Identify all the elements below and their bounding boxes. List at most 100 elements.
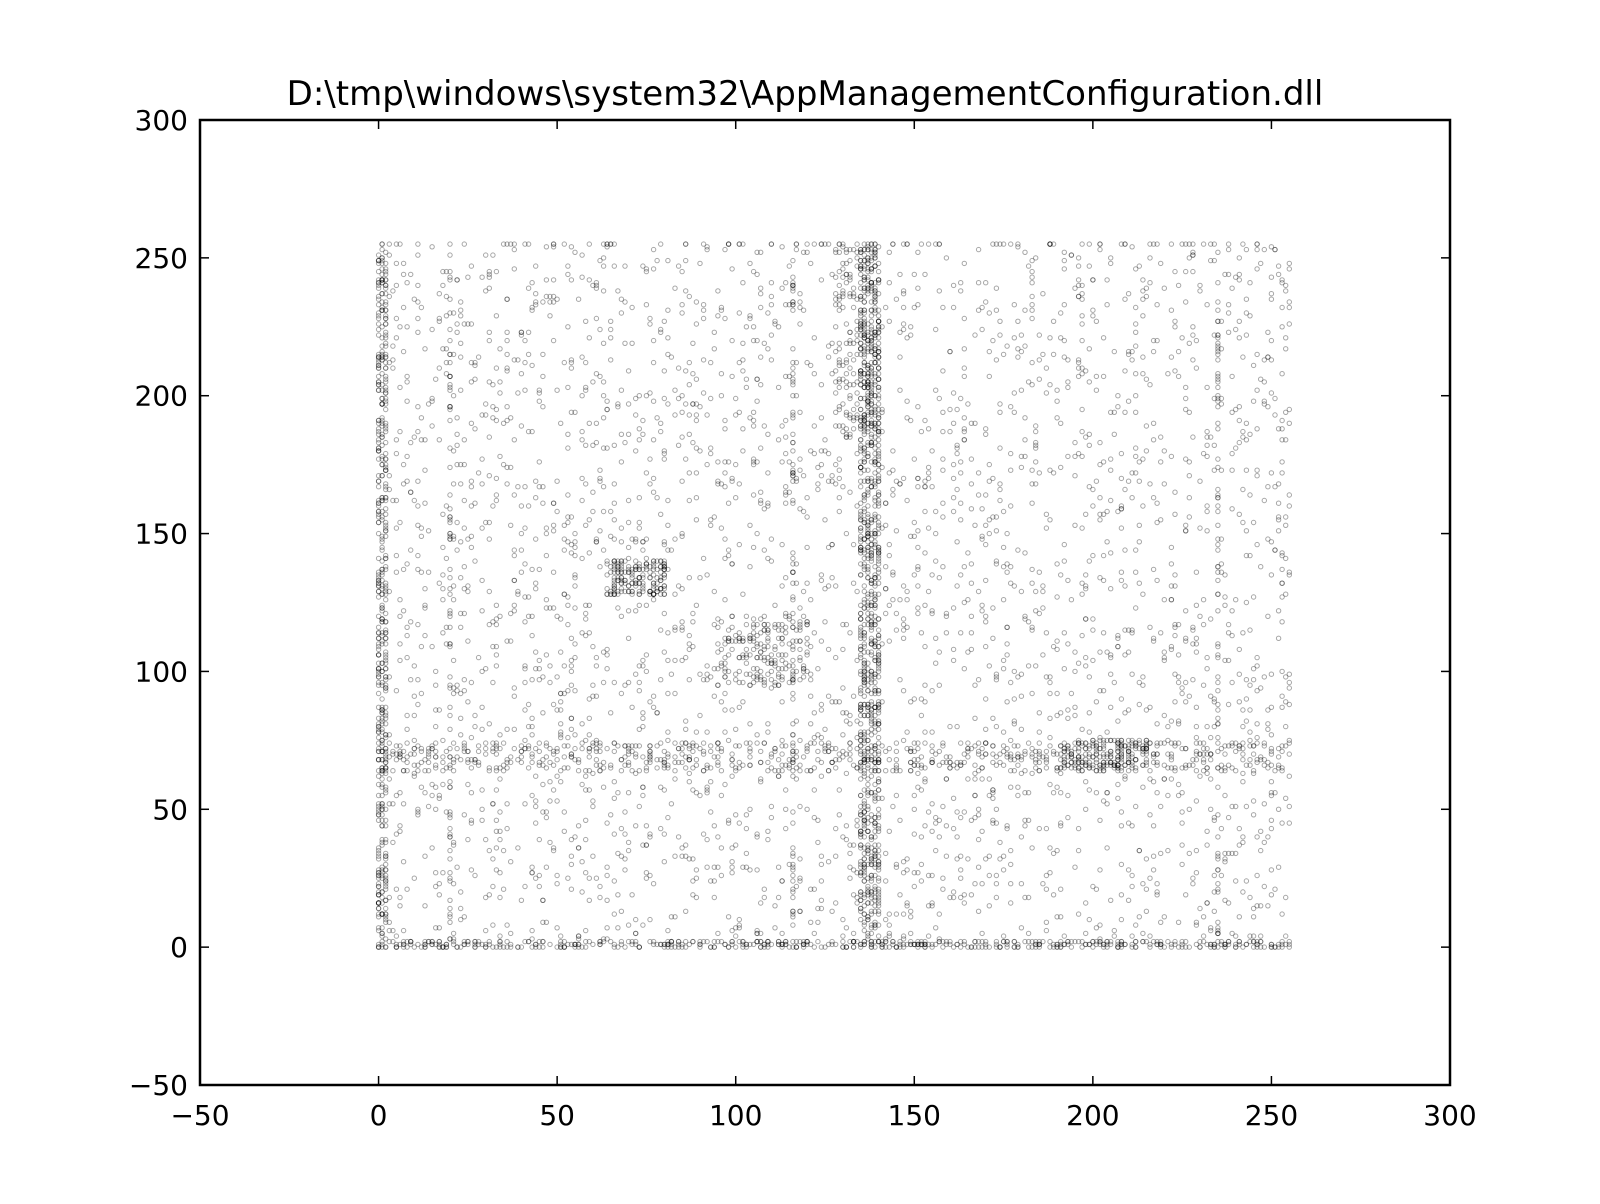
scatter-point xyxy=(458,461,464,468)
scatter-point xyxy=(865,332,871,338)
scatter-point xyxy=(940,456,946,462)
scatter-point xyxy=(725,638,732,644)
scatter-point xyxy=(1186,495,1193,501)
scatter-point xyxy=(375,387,382,393)
scatter-point xyxy=(858,478,864,484)
scatter-point xyxy=(997,409,1003,415)
scatter-point xyxy=(1229,506,1235,512)
scatter-point xyxy=(450,930,457,937)
scatter-point xyxy=(397,641,403,647)
scatter-point xyxy=(483,288,489,294)
scatter-point xyxy=(1165,847,1171,854)
scatter-point xyxy=(865,489,871,495)
scatter-point xyxy=(1229,285,1235,291)
scatter-point xyxy=(861,798,867,804)
scatter-point xyxy=(418,525,425,531)
scatter-point xyxy=(1050,892,1057,898)
scatter-point xyxy=(833,941,839,948)
scatter-point xyxy=(1065,941,1071,948)
scatter-point xyxy=(515,484,521,490)
scatter-point xyxy=(525,613,532,619)
scatter-point xyxy=(983,944,989,950)
scatter-point xyxy=(379,619,385,625)
scatter-point xyxy=(447,417,453,424)
scatter-point xyxy=(875,415,882,421)
scatter-point xyxy=(1140,277,1146,283)
scatter-point xyxy=(622,743,628,749)
scatter-point xyxy=(961,365,967,371)
scatter-point xyxy=(911,941,917,948)
scatter-point xyxy=(568,244,575,250)
scatter-point xyxy=(618,539,625,545)
scatter-point xyxy=(472,426,478,432)
scatter-point xyxy=(379,668,385,675)
scatter-point xyxy=(800,473,807,479)
scatter-point xyxy=(386,486,392,493)
scatter-point xyxy=(486,519,492,526)
scatter-point xyxy=(1011,718,1017,724)
scatter-point xyxy=(383,467,389,473)
scatter-point xyxy=(1022,790,1028,796)
scatter-point xyxy=(1058,823,1064,829)
scatter-point xyxy=(565,445,571,451)
scatter-point xyxy=(943,630,950,636)
scatter-point xyxy=(1129,933,1135,939)
scatter-point xyxy=(861,426,867,432)
scatter-point xyxy=(875,550,882,556)
scatter-point xyxy=(572,732,578,738)
scatter-point xyxy=(1083,779,1089,785)
scatter-point xyxy=(383,566,389,573)
scatter-point xyxy=(672,853,678,859)
scatter-point xyxy=(1018,726,1025,732)
scatter-point xyxy=(861,878,867,884)
scatter-point xyxy=(743,376,750,382)
scatter-point xyxy=(1029,944,1035,950)
scatter-point xyxy=(590,643,596,650)
scatter-point xyxy=(858,632,864,639)
scatter-point xyxy=(979,608,985,614)
scatter-point xyxy=(758,445,764,451)
scatter-point xyxy=(779,699,785,705)
scatter-point xyxy=(375,285,382,291)
scatter-point xyxy=(872,594,878,600)
scatter-point xyxy=(383,591,389,597)
scatter-point xyxy=(775,671,782,677)
scatter-point xyxy=(1268,390,1275,396)
scatter-point xyxy=(1254,757,1260,763)
scatter-point xyxy=(454,688,460,694)
scatter-point xyxy=(861,641,867,647)
scatter-point xyxy=(418,944,425,950)
scatter-point xyxy=(872,541,878,548)
scatter-point xyxy=(922,944,928,950)
scatter-point xyxy=(1008,881,1014,887)
scatter-point xyxy=(797,908,803,914)
scatter-point xyxy=(1222,897,1228,903)
scatter-point xyxy=(893,944,900,950)
scatter-point xyxy=(379,271,385,278)
scatter-point xyxy=(1086,941,1093,948)
scatter-point xyxy=(375,652,382,658)
scatter-point xyxy=(740,340,746,346)
scatter-point xyxy=(768,293,775,300)
scatter-point xyxy=(790,740,796,746)
scatter-point xyxy=(704,572,710,578)
scatter-point xyxy=(775,773,782,779)
scatter-point xyxy=(818,861,825,868)
scatter-point xyxy=(868,743,875,749)
scatter-point xyxy=(818,773,825,779)
scatter-point xyxy=(875,503,882,509)
scatter-point xyxy=(836,467,842,473)
scatter-point xyxy=(868,552,875,559)
scatter-point xyxy=(383,682,389,688)
scatter-point xyxy=(618,825,625,832)
scatter-point xyxy=(461,677,467,683)
scatter-point xyxy=(665,814,671,821)
scatter-point xyxy=(875,894,882,901)
scatter-point xyxy=(1247,894,1253,901)
scatter-point xyxy=(1215,564,1221,570)
scatter-point xyxy=(1172,632,1178,639)
scatter-point xyxy=(579,859,585,865)
scatter-point xyxy=(875,348,882,355)
scatter-point xyxy=(493,268,500,275)
scatter-point xyxy=(393,497,400,504)
